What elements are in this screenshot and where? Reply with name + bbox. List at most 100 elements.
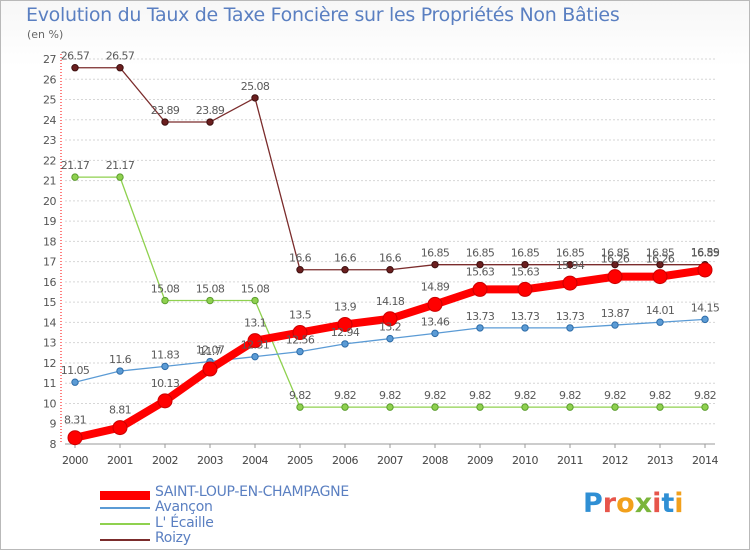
series-1-label-6: 12.94 (331, 326, 360, 339)
y-tick-label-10: 18 (43, 235, 56, 248)
series-2-label-6: 9.82 (334, 389, 356, 402)
x-tick-label-13: 2013 (647, 454, 673, 467)
series-3-point-9 (476, 260, 484, 269)
series-2-point-4 (251, 296, 259, 305)
series-1-point-0 (71, 378, 79, 386)
series-0-point-9 (472, 281, 488, 297)
series-2-label-1: 21.17 (106, 159, 135, 172)
series-2-label-11: 9.82 (559, 389, 581, 402)
x-tick-label-11: 2011 (557, 454, 583, 467)
series-0-point-5 (292, 325, 308, 341)
x-tick-label-2: 2002 (152, 454, 178, 467)
series-3-label-0: 26.57 (61, 50, 90, 63)
series-1-label-7: 13.2 (379, 321, 401, 334)
logo-letter-1: r (602, 488, 617, 519)
series-1-label-4: 12.31 (241, 339, 270, 352)
series-2-label-5: 9.82 (289, 389, 311, 402)
y-tick-label-11: 19 (43, 215, 56, 228)
logo-letter-4: i (652, 488, 662, 519)
series-3-label-13: 16.85 (646, 247, 675, 260)
series-3-point-5 (296, 266, 304, 274)
series-3-label-2: 23.89 (151, 104, 180, 117)
series-1-point-2 (161, 362, 169, 371)
chart-title: Evolution du Taux de Taxe Foncière sur l… (26, 4, 620, 26)
series-2-label-4: 15.08 (241, 283, 270, 296)
series-0-point-14 (697, 262, 713, 278)
legend-label-series-2: L' Écaille (155, 515, 214, 531)
series-2-point-0 (71, 173, 79, 181)
series-1-point-5 (296, 347, 304, 356)
series-2-point-1 (116, 173, 124, 181)
series-1-point-6 (341, 340, 349, 348)
legend-label-series-1: Avançon (155, 499, 213, 515)
series-1-point-1 (116, 367, 124, 375)
series-0-point-11 (562, 275, 578, 291)
series-2-label-3: 15.08 (196, 283, 225, 296)
series-1-point-14 (701, 315, 709, 324)
series-2-point-8 (431, 403, 439, 411)
series-0-point-3 (202, 361, 218, 377)
series-3-label-3: 23.89 (196, 104, 225, 117)
series-0-point-1 (112, 420, 128, 436)
series-1-point-9 (476, 324, 484, 332)
series-2-point-13 (656, 403, 664, 411)
series-1-label-10: 13.73 (511, 310, 540, 323)
y-tick-label-9: 17 (43, 256, 56, 269)
series-2-label-13: 9.82 (649, 389, 671, 402)
y-tick-label-12: 20 (43, 195, 56, 208)
legend-swatch-series-1 (100, 507, 150, 509)
series-2-point-6 (341, 403, 349, 411)
series-1-label-8: 13.46 (421, 315, 450, 328)
unit-label: (en %) (27, 28, 64, 41)
series-0-label-10: 15.63 (511, 265, 540, 278)
series-0-label-0: 8.31 (64, 414, 86, 427)
series-3-point-3 (206, 118, 214, 126)
series-2-label-9: 9.82 (469, 389, 491, 402)
y-tick-label-19: 27 (43, 53, 56, 66)
x-tick-label-0: 2000 (62, 454, 88, 467)
series-1-label-11: 13.73 (556, 310, 585, 323)
series-0-label-1: 8.81 (109, 404, 131, 417)
series-2-label-10: 9.82 (514, 389, 536, 402)
series-3-label-4: 25.08 (241, 80, 270, 93)
series-1-label-0: 11.05 (61, 364, 90, 377)
legend-swatch-series-3 (100, 539, 150, 541)
series-3-label-14: 16.85 (691, 247, 720, 260)
axes: 8 9 10 11 12 13 14 15 16 17 18 19 20 21 22 23 24 25 26 27 20… (43, 53, 719, 467)
y-tick-label-2: 10 (43, 397, 56, 410)
series-1-label-9: 13.73 (466, 310, 495, 323)
series-3-point-13 (656, 260, 664, 269)
y-tick-label-17: 25 (43, 94, 56, 107)
series-0-label-5: 13.5 (289, 309, 312, 322)
series-3-point-7 (386, 266, 394, 274)
series-2-point-9 (476, 403, 484, 411)
series-2-point-11 (566, 403, 574, 411)
series-3-point-11 (566, 260, 574, 269)
series-0-label-8: 14.89 (421, 280, 450, 293)
series-2-point-12 (611, 403, 619, 411)
x-tick-label-5: 2005 (287, 454, 313, 467)
y-tick-label-16: 24 (43, 114, 56, 127)
series-2-point-2 (161, 296, 169, 305)
series-1-label-12: 13.87 (601, 307, 630, 320)
series-1-label-13: 14.01 (646, 304, 675, 317)
series-0-label-11: 15.94 (556, 259, 585, 272)
series-1-point-13 (656, 318, 664, 326)
legend-label-series-0: SAINT-LOUP-EN-CHAMPAGNE (155, 484, 349, 500)
series-3-point-2 (161, 118, 169, 126)
proxiti-logo: Proxiti (583, 488, 684, 519)
series-1-label-5: 12.56 (286, 334, 315, 347)
series-2-label-7: 9.82 (379, 389, 401, 402)
series-3-label-1: 26.57 (106, 50, 135, 63)
series-2-label-2: 15.08 (151, 283, 180, 296)
series-3-point-12 (611, 260, 619, 269)
y-tick-label-8: 16 (43, 276, 56, 289)
x-tick-label-6: 2006 (332, 454, 358, 467)
series-1-point-7 (386, 334, 394, 343)
series-0-label-13: 16.26 (646, 253, 675, 266)
series-3-label-12: 16.85 (601, 247, 630, 260)
series-2-point-5 (296, 403, 304, 411)
series-0-point-10 (517, 281, 533, 297)
y-tick-label-18: 26 (43, 73, 56, 86)
